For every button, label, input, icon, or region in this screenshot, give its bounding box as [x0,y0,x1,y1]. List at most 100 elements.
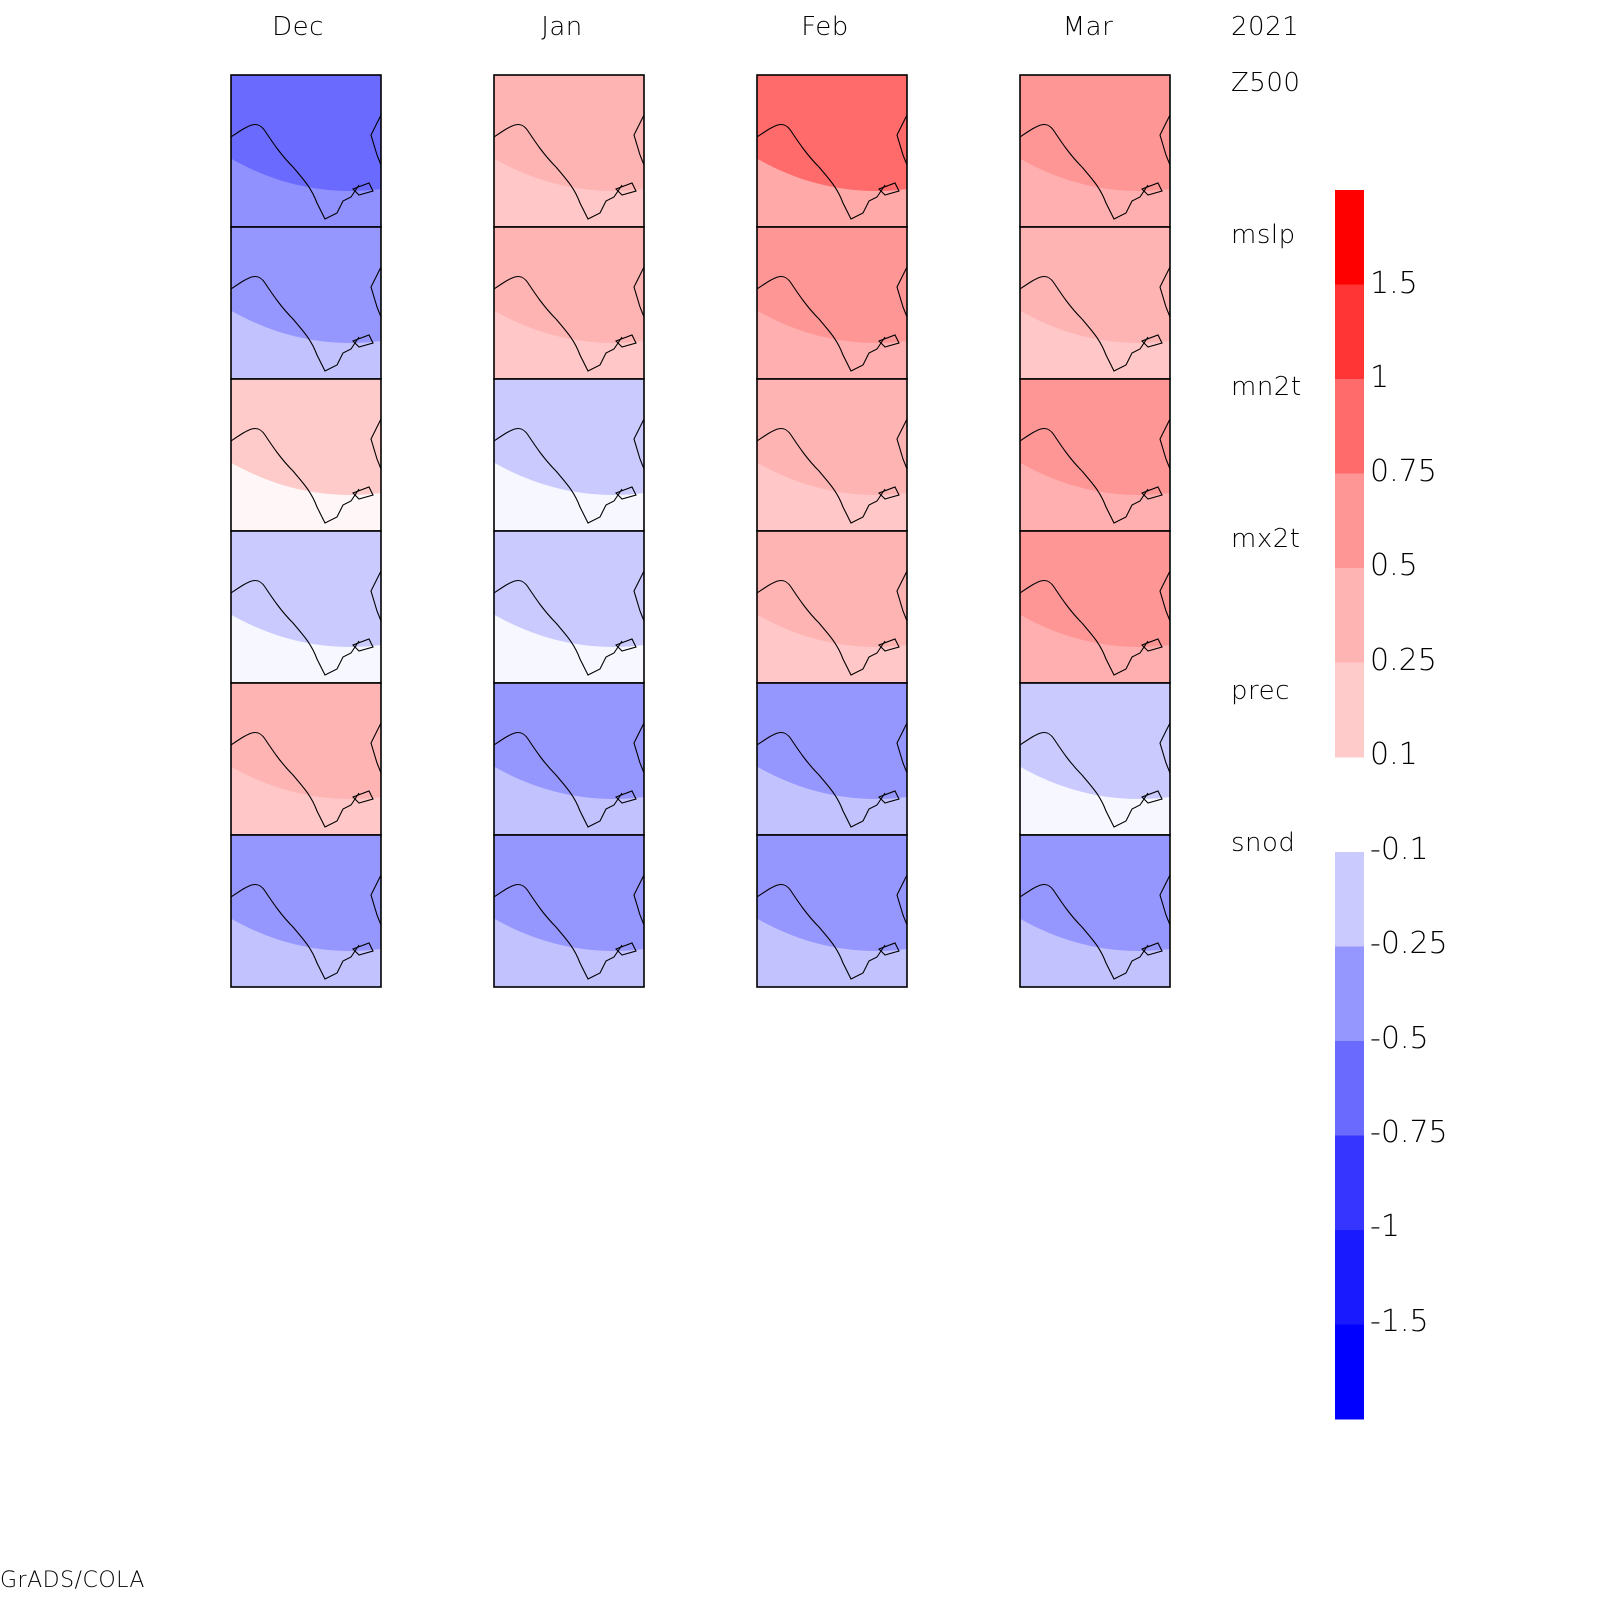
anomaly-gradient [757,614,907,683]
map-panel-snod-feb [756,834,908,988]
map-panel-snod-jan [493,834,645,988]
panel-frame [756,834,908,988]
map-panel-mslp-jan [493,226,645,380]
row-label-prec: prec [1231,676,1290,706]
colorbar-tick: 0.1 [1370,737,1418,772]
anomaly-gradient [1020,766,1170,835]
row-label-z500: Z500 [1231,68,1301,98]
map-panel-mn2t-dec [230,378,382,532]
month-label-jan: Jan [541,12,583,42]
panel-frame [493,834,645,988]
map-panel-mx2t-dec [230,530,382,684]
month-label-feb: Feb [801,12,849,42]
colorbar-tick: 0.75 [1370,454,1437,489]
month-label-dec: Dec [272,12,324,42]
map-panel-snod-dec [230,834,382,988]
coastline [1019,874,1171,980]
coastline [493,266,645,372]
coastline [1019,570,1171,676]
colorbar-swatch [1335,1135,1364,1231]
map-panel-prec-dec [230,682,382,836]
colorbar-tick: 1 [1370,360,1390,395]
coastline [493,114,645,220]
anomaly-gradient [231,766,381,835]
map-panel-mx2t-jan [493,530,645,684]
map-panel-mn2t-mar [1019,378,1171,532]
map-panel-mn2t-feb [756,378,908,532]
anomaly-gradient [757,158,907,227]
anomaly-gradient [1020,918,1170,987]
map-panel-mslp-feb [756,226,908,380]
colorbar-swatch [1335,662,1364,758]
coastline [493,874,645,980]
anomaly-gradient [231,918,381,987]
colorbar-swatch [1335,473,1364,569]
map-panel-z500-mar [1019,74,1171,228]
coastline [230,114,382,220]
colorbar-tick: -0.25 [1370,926,1448,961]
panel-frame [230,834,382,988]
map-panel-prec-mar [1019,682,1171,836]
map-panel-mslp-mar [1019,226,1171,380]
map-panel-mx2t-mar [1019,530,1171,684]
colorbar-swatch [1335,190,1364,285]
row-label-mx2t: mx2t [1231,524,1301,554]
colorbar-tick: -1 [1370,1209,1400,1244]
map-panel-mn2t-jan [493,378,645,532]
anomaly-gradient [1020,310,1170,379]
row-label-mslp: mslp [1231,220,1296,250]
colorbar-tick: 0.25 [1370,643,1437,678]
coastline [493,418,645,524]
coastline [1019,722,1171,828]
coastline [1019,266,1171,372]
map-panel-z500-jan [493,74,645,228]
colorbar-tick: -0.1 [1370,832,1429,867]
panel-frame [1019,834,1171,988]
anomaly-gradient [757,310,907,379]
coastline [1019,114,1171,220]
map-panel-mslp-dec [230,226,382,380]
coastline [230,570,382,676]
anomaly-gradient [494,310,644,379]
row-label-mn2t: mn2t [1231,372,1302,402]
map-panel-prec-jan [493,682,645,836]
map-panel-z500-dec [230,74,382,228]
anomaly-gradient [494,918,644,987]
map-panel-z500-feb [756,74,908,228]
anomaly-gradient [231,310,381,379]
anomaly-gradient [494,158,644,227]
row-label-snod: snod [1231,828,1296,858]
anomaly-gradient [757,462,907,531]
coastline [230,266,382,372]
colorbar-tick: -0.5 [1370,1021,1429,1056]
anomaly-gradient [494,614,644,683]
colorbar-swatch [1335,852,1364,947]
coastline [1019,418,1171,524]
coastline [756,114,908,220]
anomaly-gradient [757,918,907,987]
coastline [230,874,382,980]
colorbar-tick: 1.5 [1370,266,1418,301]
anomaly-gradient [1020,462,1170,531]
colorbar-swatch [1335,568,1364,663]
colorbar-swatch [1335,379,1364,474]
year-label: 2021 [1231,12,1300,42]
colorbar-tick: -0.75 [1370,1115,1448,1150]
anomaly-gradient [1020,158,1170,227]
colorbar-swatch [1335,1230,1364,1325]
coastline [756,418,908,524]
colorbar-swatch [1335,946,1364,1042]
anomaly-gradient [231,158,381,227]
coastline [230,722,382,828]
map-panel-prec-feb [756,682,908,836]
coastline [493,570,645,676]
anomaly-gradient [494,462,644,531]
coastline [756,570,908,676]
coastline [230,418,382,524]
credit-label: GrADS/COLA [0,1568,145,1593]
anomaly-gradient [757,766,907,835]
map-panel-snod-mar [1019,834,1171,988]
month-label-mar: Mar [1062,12,1114,42]
colorbar-tick: -1.5 [1370,1304,1429,1339]
panel-grid [230,74,1171,988]
